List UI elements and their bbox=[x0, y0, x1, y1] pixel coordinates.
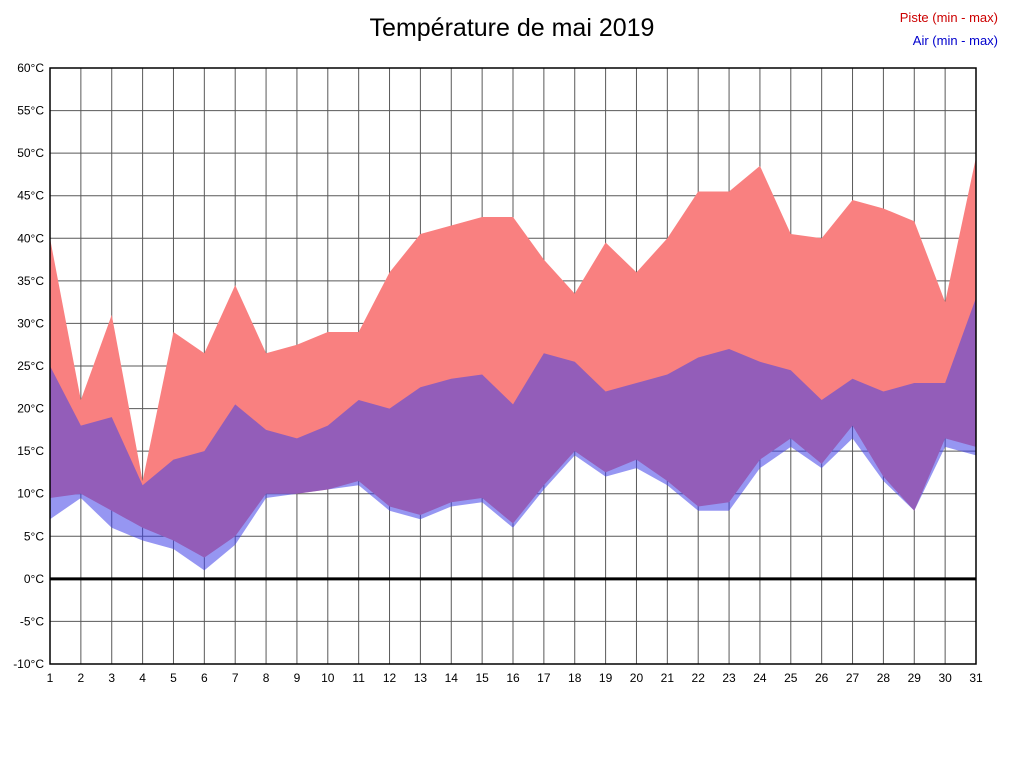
svg-text:10°C: 10°C bbox=[17, 487, 44, 501]
svg-text:1: 1 bbox=[47, 671, 54, 685]
svg-text:-10°C: -10°C bbox=[13, 657, 44, 671]
svg-text:55°C: 55°C bbox=[17, 104, 44, 118]
svg-text:8: 8 bbox=[263, 671, 270, 685]
plot-border bbox=[49, 67, 977, 665]
svg-text:11: 11 bbox=[352, 671, 365, 685]
svg-text:5: 5 bbox=[170, 671, 177, 685]
svg-text:3: 3 bbox=[108, 671, 115, 685]
svg-text:17: 17 bbox=[537, 671, 551, 685]
x-axis-labels: 1 2 3 4 5 6 7 8 9 10 11 12 13 14 15 16 17 18 19 20 21 22 23 24 2… bbox=[47, 671, 983, 685]
svg-text:16: 16 bbox=[506, 671, 520, 685]
svg-text:45°C: 45°C bbox=[17, 189, 44, 203]
svg-text:9: 9 bbox=[294, 671, 301, 685]
svg-text:30: 30 bbox=[938, 671, 952, 685]
svg-text:13: 13 bbox=[414, 671, 428, 685]
svg-text:23: 23 bbox=[722, 671, 736, 685]
svg-text:29: 29 bbox=[908, 671, 922, 685]
svg-text:40°C: 40°C bbox=[17, 231, 44, 245]
svg-text:31: 31 bbox=[969, 671, 983, 685]
svg-text:6: 6 bbox=[201, 671, 208, 685]
svg-text:20: 20 bbox=[630, 671, 644, 685]
svg-text:30°C: 30°C bbox=[17, 316, 44, 330]
svg-text:50°C: 50°C bbox=[17, 146, 44, 160]
svg-text:2: 2 bbox=[78, 671, 85, 685]
svg-text:21: 21 bbox=[661, 671, 675, 685]
svg-text:35°C: 35°C bbox=[17, 274, 44, 288]
svg-text:18: 18 bbox=[568, 671, 582, 685]
svg-text:25: 25 bbox=[784, 671, 798, 685]
legend-air-label: Air (min - max) bbox=[912, 33, 998, 48]
svg-text:60°C: 60°C bbox=[17, 61, 44, 75]
svg-text:26: 26 bbox=[815, 671, 829, 685]
svg-text:28: 28 bbox=[877, 671, 891, 685]
svg-text:0°C: 0°C bbox=[24, 572, 44, 586]
chart-title: Température de mai 2019 bbox=[369, 14, 655, 42]
svg-text:-5°C: -5°C bbox=[20, 614, 44, 628]
svg-text:14: 14 bbox=[445, 671, 459, 685]
svg-text:19: 19 bbox=[599, 671, 613, 685]
legend: Piste (min - max) Air (min - max) bbox=[900, 6, 998, 52]
svg-text:22: 22 bbox=[692, 671, 706, 685]
svg-text:12: 12 bbox=[383, 671, 397, 685]
svg-text:4: 4 bbox=[139, 671, 146, 685]
svg-text:7: 7 bbox=[232, 671, 239, 685]
svg-text:15: 15 bbox=[475, 671, 489, 685]
legend-piste-label: Piste (min - max) bbox=[899, 10, 998, 25]
air-band bbox=[50, 297, 976, 571]
svg-text:25°C: 25°C bbox=[17, 359, 44, 373]
svg-text:15°C: 15°C bbox=[17, 444, 44, 458]
svg-text:10: 10 bbox=[321, 671, 335, 685]
svg-text:27: 27 bbox=[846, 671, 860, 685]
y-axis-labels: -10°C -5°C 0°C 5°C 10°C 15°C 20°C 25°C 30°C 35°C 4… bbox=[13, 61, 44, 671]
svg-text:5°C: 5°C bbox=[24, 529, 44, 543]
svg-text:20°C: 20°C bbox=[17, 402, 44, 416]
svg-text:24: 24 bbox=[753, 671, 767, 685]
